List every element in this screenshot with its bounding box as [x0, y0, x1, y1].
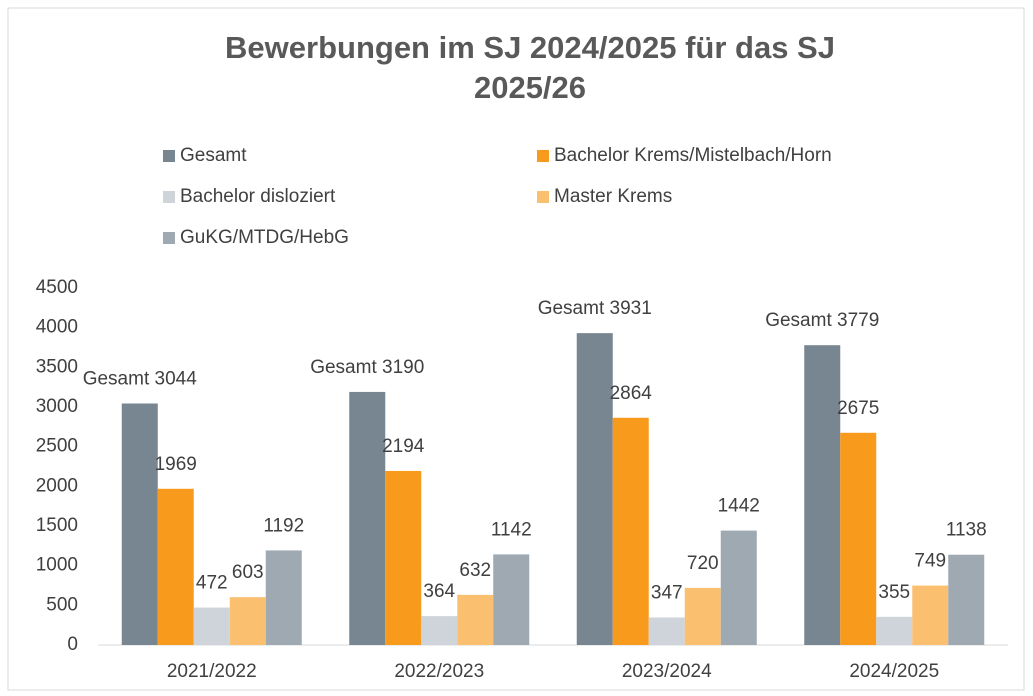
data-label: 2194	[382, 436, 425, 457]
bar	[193, 607, 230, 645]
data-label: 1442	[718, 496, 760, 517]
chart-title: Bewerbungen im SJ 2024/2025 für das SJ 2…	[225, 30, 835, 105]
data-label: 1142	[491, 519, 532, 540]
bar	[121, 403, 158, 645]
data-label: 632	[459, 560, 491, 581]
legend-label: GuKG/MTDG/HebG	[180, 227, 349, 248]
legend-swatch	[163, 150, 175, 162]
x-tick-label: 2024/2025	[849, 661, 939, 682]
y-tick-label: 3000	[36, 396, 78, 417]
legend-swatch	[537, 191, 549, 203]
data-label: 720	[687, 553, 719, 574]
bar	[421, 616, 458, 645]
x-tick-label: 2021/2022	[167, 661, 257, 682]
y-tick-label: 4000	[36, 317, 78, 338]
y-tick-label: 1500	[36, 515, 78, 536]
y-tick-label: 3500	[36, 356, 78, 377]
data-label: 1192	[263, 515, 304, 536]
legend-label: Bachelor disloziert	[180, 186, 336, 207]
bar	[493, 554, 530, 645]
x-tick-label: 2022/2023	[394, 661, 484, 682]
y-tick-label: 2000	[36, 475, 78, 496]
data-label: 603	[232, 562, 264, 583]
bar	[684, 587, 721, 645]
data-label: 355	[878, 582, 910, 603]
legend-label: Gesamt	[180, 145, 247, 166]
bar	[804, 345, 841, 645]
legend-swatch	[537, 150, 549, 162]
y-tick-label: 500	[46, 594, 78, 615]
bar	[157, 488, 194, 645]
data-label: 472	[196, 573, 228, 594]
bar	[648, 617, 685, 645]
bar	[349, 391, 386, 645]
legend-swatch	[163, 232, 175, 244]
bar	[612, 417, 649, 645]
legend-swatch	[163, 191, 175, 203]
data-label: Gesamt 3779	[765, 310, 879, 331]
bar	[720, 530, 757, 645]
data-label: 2675	[837, 398, 879, 419]
bar	[876, 616, 913, 645]
data-label: 364	[423, 581, 455, 602]
data-label: 1969	[155, 454, 197, 475]
y-tick-label: 0	[67, 634, 78, 655]
y-tick-label: 1000	[36, 555, 78, 576]
bar	[229, 597, 266, 645]
legend-label: Master Krems	[554, 186, 672, 207]
data-label: 2864	[610, 383, 653, 404]
bar	[265, 550, 302, 645]
data-label: Gesamt 3190	[310, 357, 424, 378]
x-tick-label: 2023/2024	[622, 661, 712, 682]
bar	[576, 333, 613, 645]
data-label: 1138	[946, 520, 987, 541]
y-tick-label: 2500	[36, 436, 78, 457]
bar	[385, 470, 422, 645]
bar	[457, 594, 494, 645]
bar	[948, 554, 985, 645]
data-label: 749	[914, 551, 946, 572]
bar	[912, 585, 949, 645]
data-label: Gesamt 3044	[83, 369, 197, 390]
legend-label: Bachelor Krems/Mistelbach/Horn	[554, 145, 832, 166]
data-label: 347	[651, 582, 683, 603]
y-tick-label: 4500	[36, 277, 78, 298]
data-label: Gesamt 3931	[538, 298, 652, 319]
bar	[840, 432, 877, 645]
